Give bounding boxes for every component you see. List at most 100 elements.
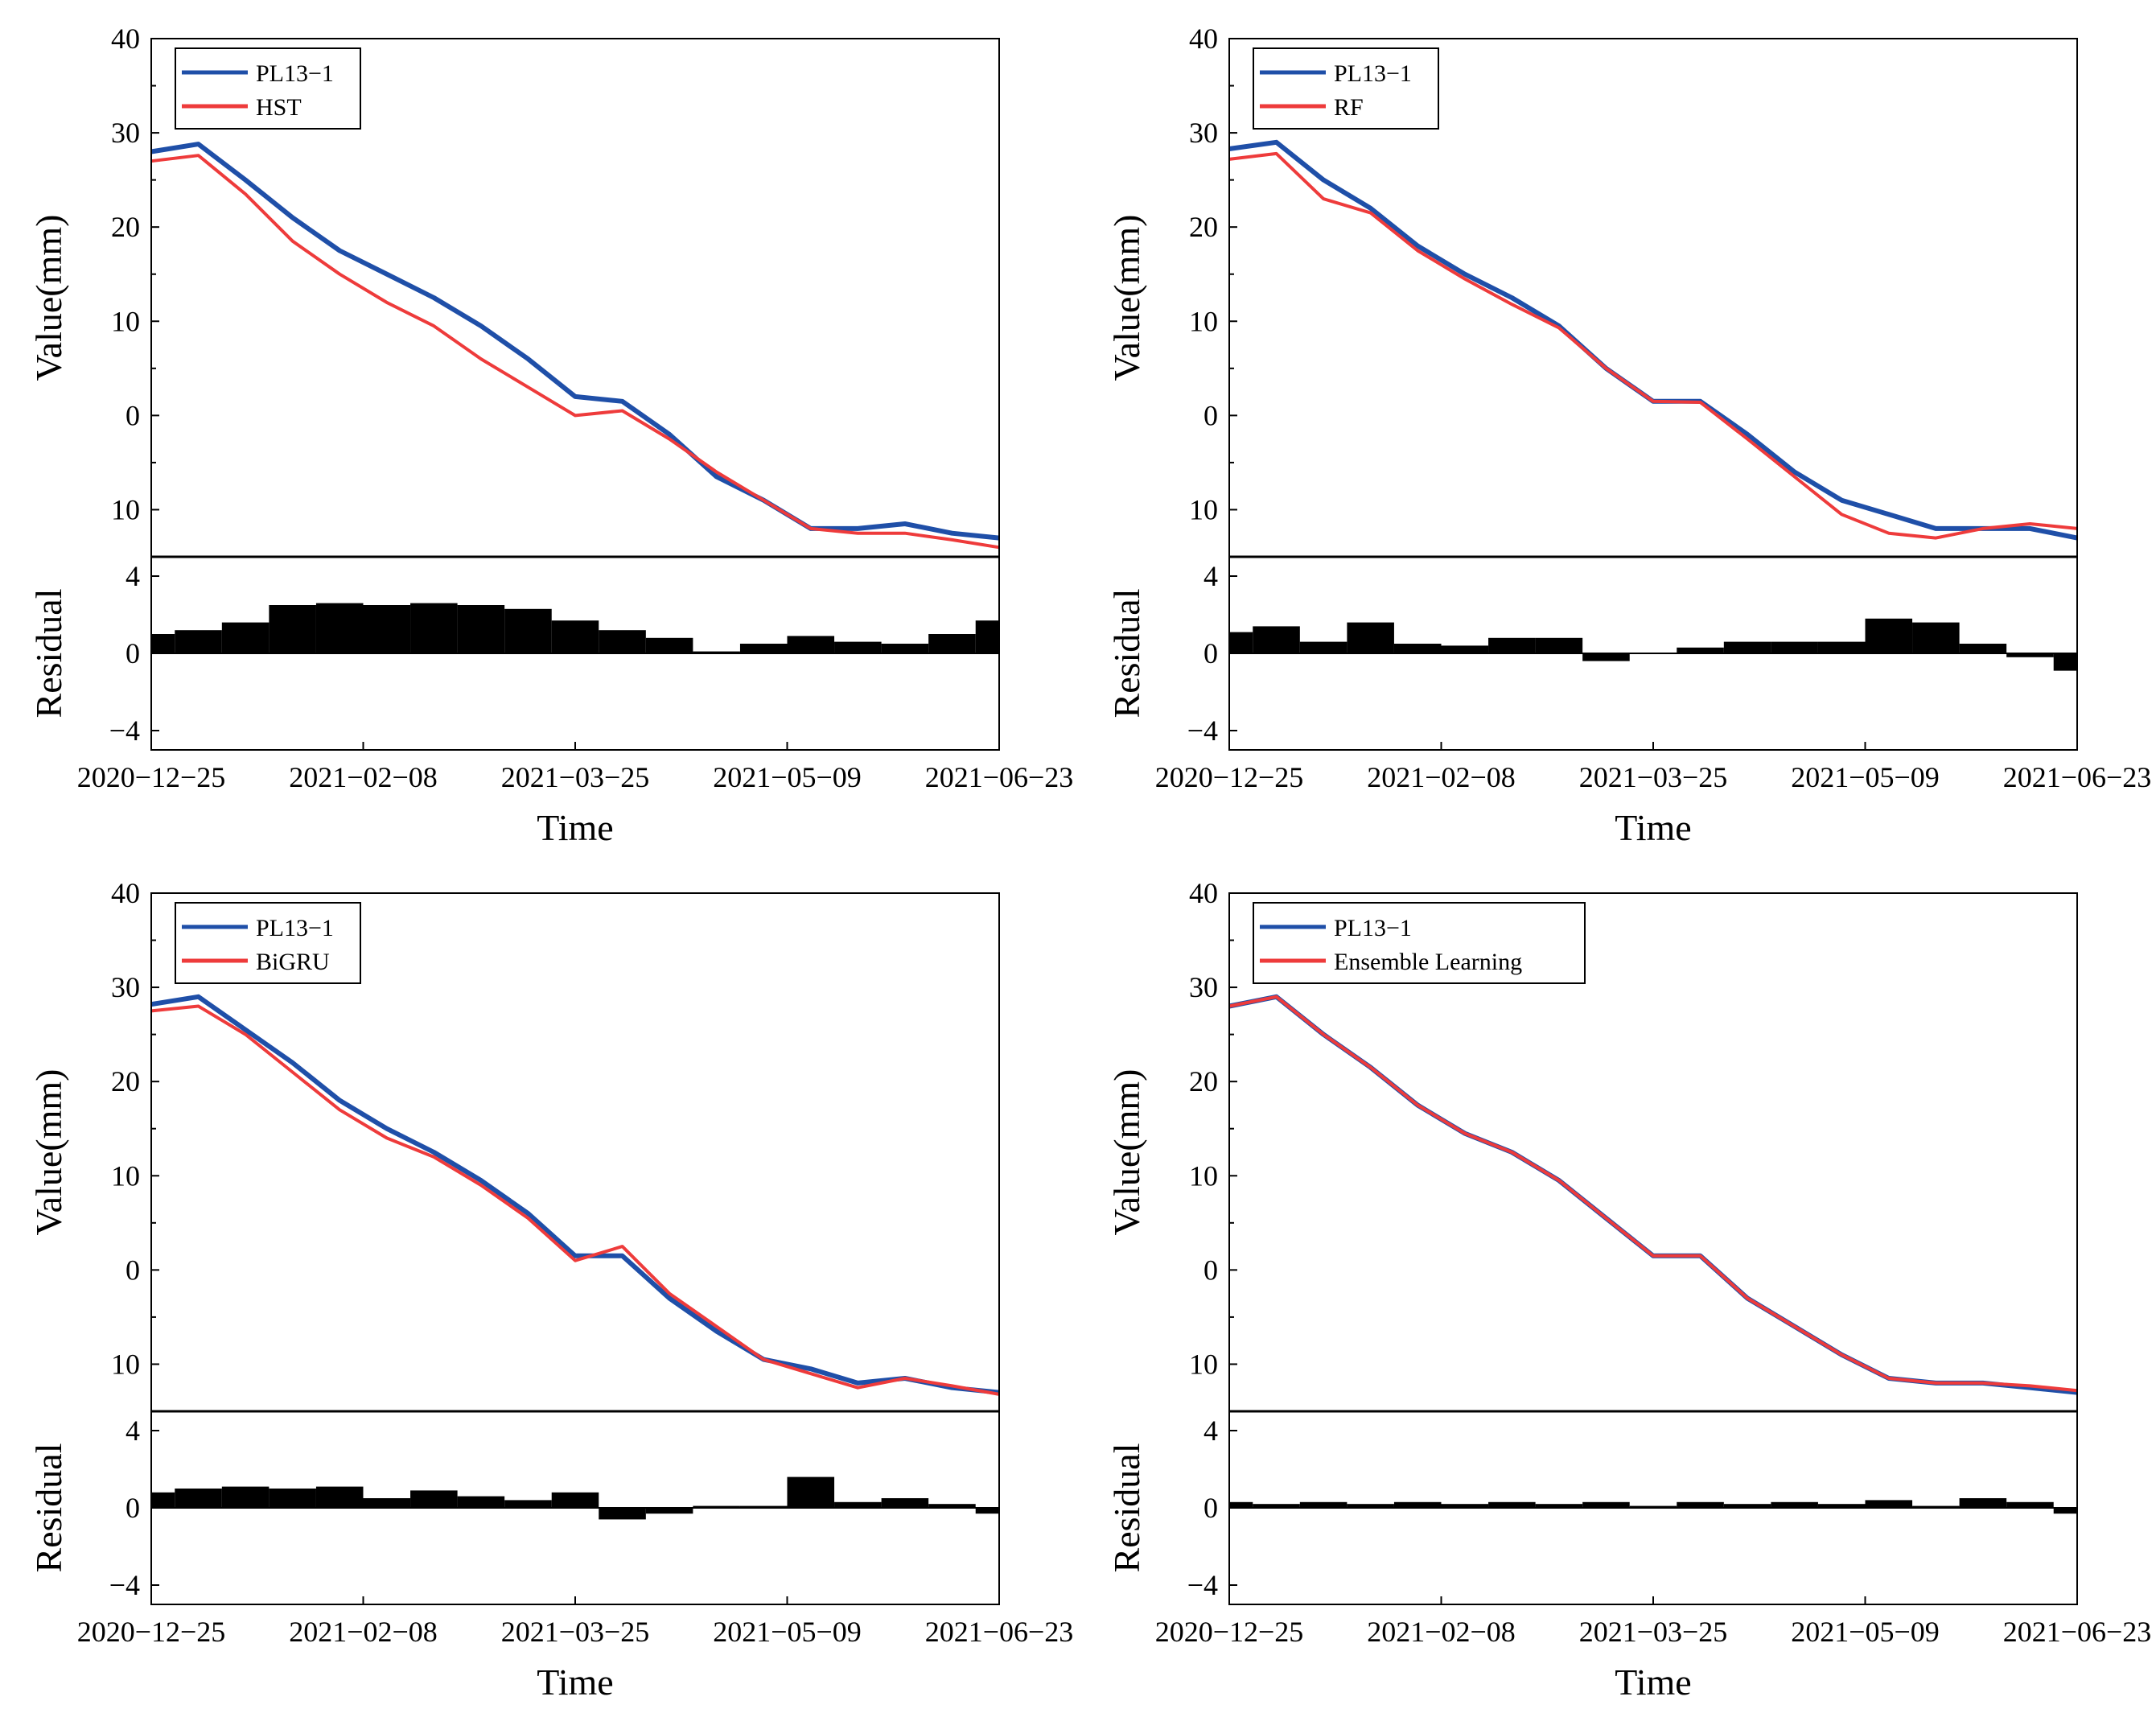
residual-bar [1393,1501,1442,1508]
residual-tick-label: 0 [1203,1492,1218,1524]
residual-bar [1299,1501,1348,1508]
legend-label: PL13−1 [1334,915,1412,941]
residual-axis-label: Residual [1106,589,1147,719]
y-tick-label: 10 [111,1348,140,1380]
residual-bar [269,1489,316,1508]
residual-bar [457,1496,505,1508]
residual-axis-label: Residual [1106,1443,1147,1573]
y-tick-label: 10 [111,1159,140,1192]
y-axis-label: Value(mm) [28,215,69,381]
series-line-observed [150,994,1000,1395]
residual-bar [645,637,693,653]
panel-rf: 40 30 20 10 0 10 4 0 −4 2020−12−25 2021−02−08 2021−… [1078,0,2156,854]
residual-bar [269,605,316,653]
residual-bar [1299,641,1348,653]
x-tick-label: 2021−02−08 [1367,1616,1516,1648]
y-tick-label: 0 [1203,1254,1218,1286]
residual-bar [834,1501,882,1508]
x-tick-label: 2021−06−23 [925,761,1074,793]
series-line-observed [1228,139,2078,541]
y-tick-label: 0 [1203,399,1218,431]
legend-label: HST [256,94,302,121]
residual-bar [551,620,599,653]
residual-bar [1441,645,1489,653]
y-tick-label: 0 [125,399,140,431]
residual-bar [1347,622,1394,653]
residual-bar [739,644,788,653]
residual-bar [599,1508,646,1520]
y-axis-label: Value(mm) [1106,1069,1147,1236]
series-line-predicted [150,154,1000,550]
y-axis-label: Value(mm) [28,1069,69,1236]
residual-bar [1488,637,1536,653]
residual-bar [1865,1500,1913,1508]
legend-box [1253,902,1586,984]
residual-bar [1582,1501,1630,1508]
y-tick-label: 30 [1189,971,1218,1003]
residual-bar [175,630,222,653]
y-tick-label: 10 [1189,493,1218,525]
residual-tick-label: 4 [1203,1415,1218,1447]
x-tick-label: 2021−05−09 [713,761,862,793]
residual-bar [1229,1501,1253,1508]
series-line-predicted [1228,995,2078,1393]
x-tick-label: 2020−12−25 [77,1616,226,1648]
residual-bar [1817,1504,1866,1508]
y-tick-label: 10 [111,305,140,337]
residual-bar [315,1486,364,1508]
residual-bar [599,630,646,653]
legend-label: BiGRU [256,949,330,975]
residual-bar [693,651,740,653]
residual-bar [881,644,929,653]
x-tick-label: 2021−06−23 [2003,1616,2152,1648]
y-tick-label: 40 [111,23,140,55]
y-tick-label: 30 [111,971,140,1003]
x-tick-label: 2020−12−25 [1155,1616,1304,1648]
residual-bar [928,634,976,653]
residual-bar [1677,647,1724,653]
residual-bar [363,605,411,653]
residual-bar [1865,618,1913,653]
residual-tick-label: −4 [1187,714,1218,747]
residual-bar [151,1492,175,1508]
residual-bar [1535,1504,1583,1508]
residual-bar [1253,1504,1300,1508]
residual-bar [1253,626,1300,653]
x-tick-label: 2021−03−25 [501,761,650,793]
x-tick-label: 2021−03−25 [1579,761,1728,793]
x-tick-label: 2021−05−09 [713,1616,862,1648]
residual-bar [2053,653,2077,671]
panel-bigru: 40 30 20 10 0 10 4 0 −4 2020−12−25 2021−02−08 2021−… [0,854,1078,1709]
residual-bar [1817,641,1866,653]
residual-bar [1959,1498,2007,1508]
y-tick-label: 20 [1189,1065,1218,1097]
residual-tick-label: −4 [1187,1569,1218,1601]
residual-bar [1347,1504,1394,1508]
y-tick-label: 0 [125,1254,140,1286]
x-tick-label: 2020−12−25 [77,761,226,793]
residual-tick-label: 4 [1203,560,1218,592]
residual-bar [1771,1501,1818,1508]
residual-bar [1229,632,1253,653]
legend-label: Ensemble Learning [1334,949,1522,975]
residual-bar [315,603,364,653]
legend-box [1253,47,1439,130]
residual-bar [928,1504,976,1508]
y-tick-label: 30 [111,117,140,149]
legend-label: PL13−1 [1334,60,1412,87]
y-tick-label: 10 [1189,1348,1218,1380]
y-tick-label: 10 [1189,1159,1218,1192]
residual-bar [787,1476,835,1508]
residual-bar [175,1489,222,1508]
residual-bar [881,1498,929,1508]
residual-bar [2006,1501,2054,1508]
series-line-predicted [150,1004,1000,1396]
y-tick-label: 40 [1189,877,1218,909]
residual-tick-label: 0 [125,1492,140,1524]
residual-bar [693,1505,740,1508]
residual-bar [1677,1501,1724,1508]
residual-bar [1771,641,1818,653]
